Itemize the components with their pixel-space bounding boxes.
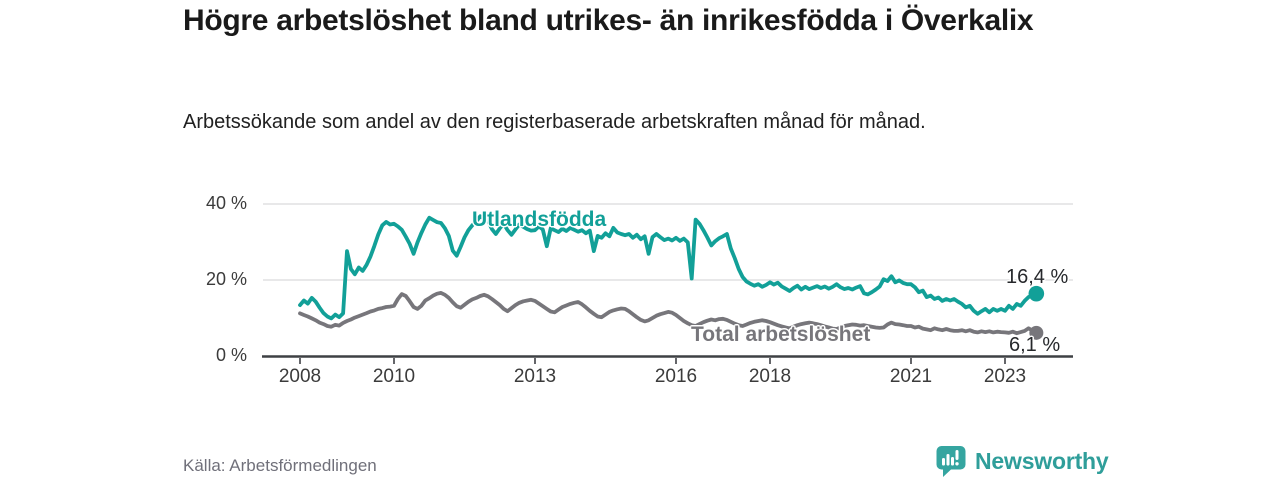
x-tick-label: 2008 — [278, 366, 322, 387]
end-value-label-utlandsfodda: 16,4 % — [1006, 266, 1069, 288]
chart-subtitle: Arbetssökande som andel av den registerb… — [183, 111, 926, 133]
x-tick-label: 2021 — [889, 366, 933, 387]
x-tick-label: 2023 — [983, 366, 1027, 387]
end-dot-0 — [1028, 285, 1045, 302]
series-line-utlandsf-dda — [298, 214, 1039, 321]
x-tick-label: 2010 — [372, 366, 416, 387]
x-tick-label: 2016 — [654, 366, 698, 387]
newsworthy-brand: Newsworthy — [936, 445, 1109, 478]
x-tick-label: 2013 — [513, 366, 557, 387]
y-tick-label: 0 % — [215, 345, 247, 365]
y-tick-label: 20 % — [205, 269, 247, 289]
end-dot-1 — [1029, 325, 1044, 340]
chart-title: Högre arbetslöshet bland utrikes- än inr… — [183, 4, 1034, 37]
source-note: Källa: Arbetsförmedlingen — [183, 456, 377, 475]
end-value-label-total-arbetsloshet: 6,1 % — [1009, 334, 1061, 356]
y-tick-label: 40 % — [205, 193, 247, 213]
series-line-total-arbetsl-shet — [298, 290, 1039, 336]
series-label-utlandsfodda: Utlandsfödda — [472, 208, 607, 231]
x-tick-label: 2018 — [748, 366, 792, 387]
series-label-total-arbetsloshet: Total arbetslöshet — [691, 323, 871, 346]
newsworthy-wordmark: Newsworthy — [975, 448, 1109, 474]
newsworthy-logo-icon — [936, 446, 966, 477]
